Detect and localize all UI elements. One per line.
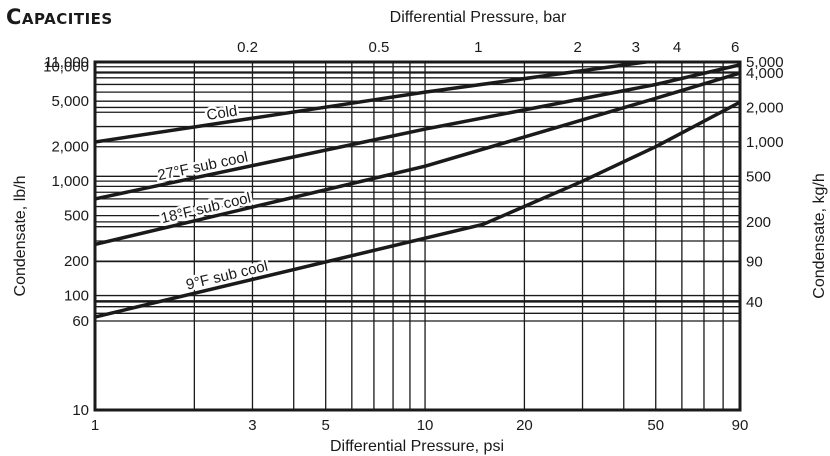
x2-tick-label: 6: [731, 39, 739, 56]
y-tick-label: 2,000: [51, 139, 89, 156]
x2-tick-label: 3: [632, 39, 640, 56]
series-label: 9°F sub cool: [182, 255, 272, 296]
x2-axis-title: Differential Pressure, bar: [390, 9, 567, 26]
series-line: [95, 63, 740, 201]
x-axis-title: Differential Pressure, psi: [330, 438, 504, 455]
y-axis-title: Condensate, lb/h: [12, 176, 29, 297]
x-tick-label: 20: [516, 417, 533, 434]
y2-tick-label: 2,000: [746, 99, 784, 116]
y-tick-label: 1,000: [51, 173, 89, 190]
series-line: [95, 100, 740, 319]
series-line: [95, 71, 740, 247]
y-tick-label: 10,000: [43, 59, 89, 76]
y2-tick-label: 4,000: [746, 65, 784, 82]
series-lines: [95, 61, 740, 319]
y2-tick-label: 1,000: [746, 134, 784, 151]
x2-tick-label: 1: [474, 39, 482, 56]
y2-tick-label: 5,000: [746, 54, 784, 71]
x-tick-label: 90: [732, 417, 749, 434]
x2-tick-label: 2: [573, 39, 581, 56]
tick-labels: 1 3 5 10 20 50 90 0.2 0.5 1 2 3 4 6 10 60 100 200 500 1,000…: [43, 39, 783, 434]
x-tick-label: 3: [248, 417, 256, 434]
x-tick-label: 10: [417, 417, 434, 434]
x-tick-label: 50: [647, 417, 664, 434]
plot-frame: [93, 60, 742, 412]
x2-tick-label: 4: [673, 39, 681, 56]
grid-lines: [95, 62, 740, 410]
x2-tick-label: 0.2: [237, 39, 258, 56]
y-tick-label: 200: [64, 253, 89, 270]
y-tick-label: 500: [64, 208, 89, 225]
y-tick-label: 100: [64, 288, 89, 305]
series-label: 27°F sub cool: [154, 146, 252, 187]
y-tick-label: 5,000: [51, 93, 89, 110]
x2-tick-label: 0.5: [369, 39, 390, 56]
y-tick-label: 11,000: [44, 54, 89, 71]
y-tick-label: 60: [72, 313, 89, 330]
y-tick-label: 10: [72, 402, 89, 419]
y2-tick-label: 500: [746, 168, 771, 185]
x-tick-label: 5: [322, 417, 330, 434]
y2-tick-label: 90: [746, 254, 763, 271]
series-label-text: 9°F sub cool: [184, 258, 269, 294]
x-tick-label: 1: [91, 417, 99, 434]
series-label-text: 27°F sub cool: [156, 149, 249, 185]
series-line: [95, 61, 666, 144]
y2-tick-label: 200: [746, 214, 771, 231]
y2-axis-title: Condensate, kg/h: [811, 173, 828, 298]
page-title: Capacities: [6, 5, 113, 29]
y2-tick-label: 40: [746, 294, 763, 311]
